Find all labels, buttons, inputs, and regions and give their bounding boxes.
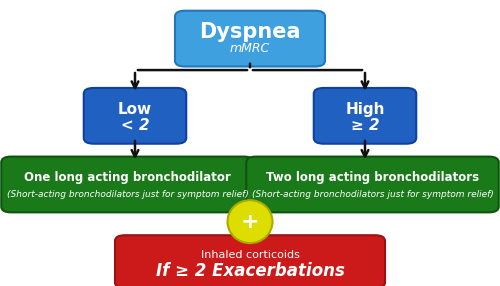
Text: (Short-acting bronchodilators just for symptom relief): (Short-acting bronchodilators just for s… [252,190,494,199]
Text: mMRC: mMRC [230,42,270,55]
Text: If ≥ 2 Exacerbations: If ≥ 2 Exacerbations [156,262,344,280]
Text: One long acting bronchodilator: One long acting bronchodilator [24,171,231,184]
Text: ≥ 2: ≥ 2 [350,118,380,133]
Text: (Short-acting bronchodilators just for symptom relief): (Short-acting bronchodilators just for s… [6,190,248,199]
Text: Two long acting bronchodilators: Two long acting bronchodilators [266,171,479,184]
Text: High: High [345,102,385,117]
FancyBboxPatch shape [1,157,254,212]
FancyBboxPatch shape [115,235,385,286]
Text: Low: Low [118,102,152,117]
FancyBboxPatch shape [84,88,186,144]
Text: Dyspnea: Dyspnea [199,22,301,42]
FancyBboxPatch shape [246,157,498,212]
Text: Inhaled corticoids: Inhaled corticoids [200,251,300,261]
Text: < 2: < 2 [120,118,150,133]
FancyBboxPatch shape [314,88,416,144]
Text: +: + [240,212,260,232]
FancyBboxPatch shape [175,11,325,67]
Ellipse shape [228,200,272,243]
